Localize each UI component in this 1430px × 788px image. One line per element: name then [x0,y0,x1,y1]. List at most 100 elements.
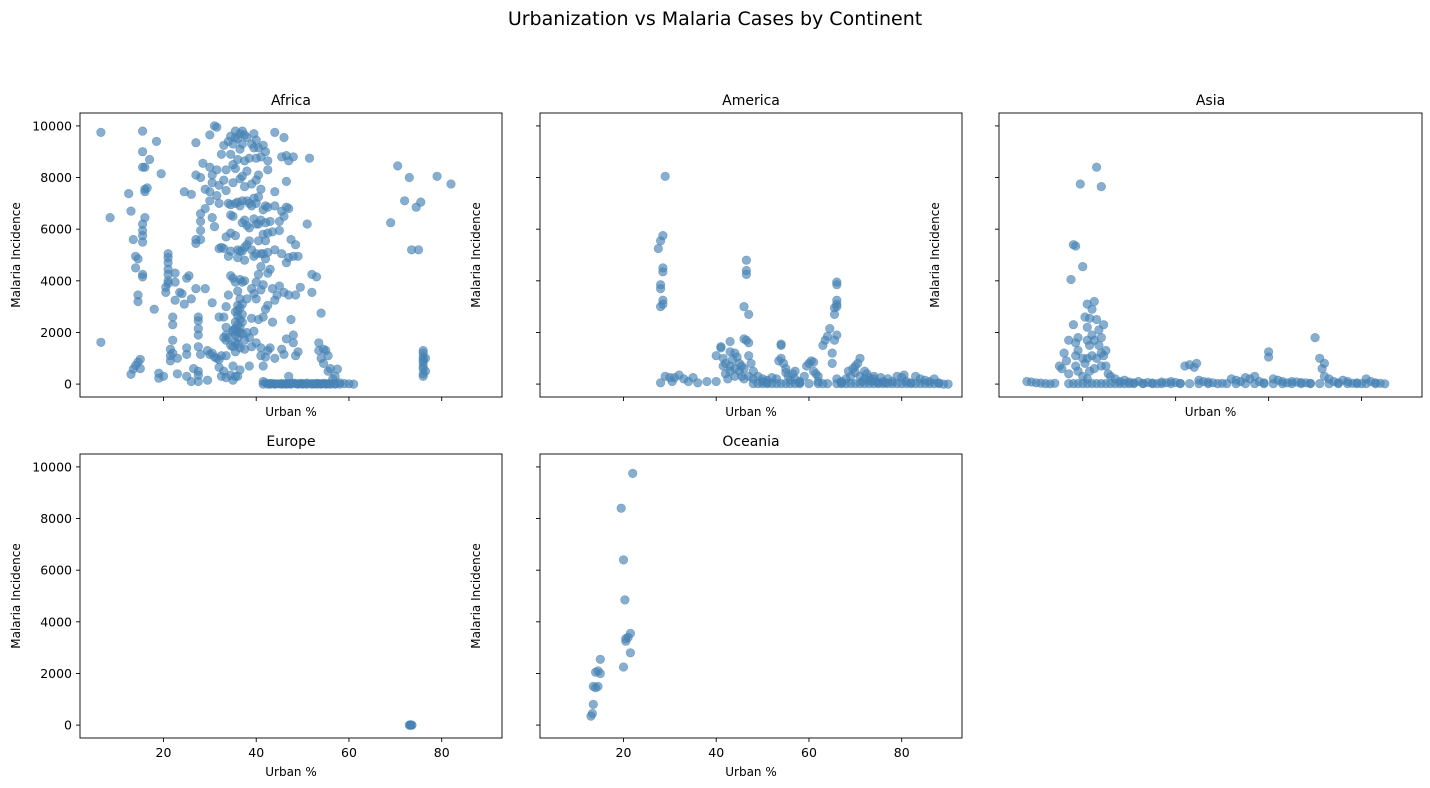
data-point [744,338,754,348]
subplot-grid: Africa 0 2000 4000 6000 8000 10000 Urban % Malar… [9,93,1423,779]
data-point [212,191,222,201]
data-point [653,243,663,254]
data-point [258,361,268,371]
data-point [244,223,254,233]
data-point [744,351,754,361]
data-point [233,286,243,296]
data-point [138,272,148,282]
data-point [1066,274,1076,285]
y-tick-label: 2000 [40,325,72,340]
data-point [253,192,264,202]
data-point [1075,179,1085,189]
data-point [172,369,182,379]
y-tick-label: 6000 [40,563,72,578]
data-point [1091,314,1102,325]
data-point [212,122,222,132]
data-point [161,287,171,298]
subplot-europe: Europe 0 2000 4000 6000 8000 10000 20 40 60 80 Urba… [9,434,503,779]
data-point [711,376,721,387]
data-point [212,165,222,175]
data-point [133,254,143,264]
data-point [237,317,247,327]
data-point [133,296,143,307]
data-point [274,225,285,236]
y-tick-label: 2000 [40,666,72,681]
data-point [1240,379,1250,389]
data-point [741,255,752,265]
data-point [827,358,837,369]
data-point [263,300,273,310]
data-point [221,185,231,196]
data-point [288,330,298,340]
data-point [191,284,201,294]
data-point [658,267,668,277]
data-point [140,162,150,172]
x-axis-label: Urban % [725,405,777,419]
data-point [1101,345,1111,356]
data-point [230,163,240,174]
data-point [832,330,842,340]
data-point [219,175,229,185]
data-point [658,299,668,309]
data-point [420,366,431,376]
data-point [1073,333,1083,343]
data-point [128,234,138,245]
data-point [655,378,666,388]
data-point [186,294,196,304]
data-point [825,324,835,334]
data-point [142,183,152,193]
subplot-title: Asia [1196,93,1225,109]
subplot-africa: Africa 0 2000 4000 6000 8000 10000 Urban % Malar… [9,93,503,419]
data-point [293,347,303,357]
y-axis-label: Malaria Incidence [469,202,483,308]
y-axis-label: Malaria Incidence [9,202,23,308]
subplot-oceania: Oceania 20 40 60 80 Urban % Malaria Incidence [469,434,963,779]
data-point [219,312,229,322]
y-tick-label: 0 [64,718,72,733]
data-point [1305,379,1315,389]
data-point [258,312,268,322]
data-point [934,379,944,389]
data-point [260,236,271,246]
data-point [156,169,166,179]
data-point [270,201,280,211]
data-point [1089,296,1099,307]
data-point [1129,379,1139,389]
x-tick-label: 40 [708,745,724,760]
data-point [1380,379,1390,389]
data-point [240,276,250,286]
data-point [1147,379,1157,389]
data-point [832,277,842,287]
y-tick-label: 4000 [40,273,72,288]
data-point [1096,182,1106,192]
data-point [244,236,254,246]
data-point [804,379,814,389]
data-point [151,136,162,146]
data-point [1194,379,1204,389]
data-point [1098,320,1109,330]
data-point [226,149,236,159]
data-point [1287,379,1297,389]
data-point [168,312,178,322]
data-point [244,361,254,371]
plot-frame [998,112,1423,398]
data-point [158,371,169,381]
data-point [179,299,189,309]
data-point [205,187,215,197]
data-point [1073,345,1083,356]
plot-frame [539,112,963,398]
x-tick-label: 80 [894,745,910,760]
data-point [790,366,800,376]
data-point [260,147,271,157]
data-point [193,330,203,340]
data-point [279,132,289,143]
y-axis-label: Malaria Incidence [928,202,942,308]
data-point [277,249,287,259]
data-point [349,379,359,389]
data-point [658,231,668,241]
y-tick-label: 10000 [32,459,72,474]
data-point [1319,358,1329,369]
data-point [1087,304,1097,314]
x-axis-label: Urban % [265,405,317,419]
data-point [620,595,630,605]
